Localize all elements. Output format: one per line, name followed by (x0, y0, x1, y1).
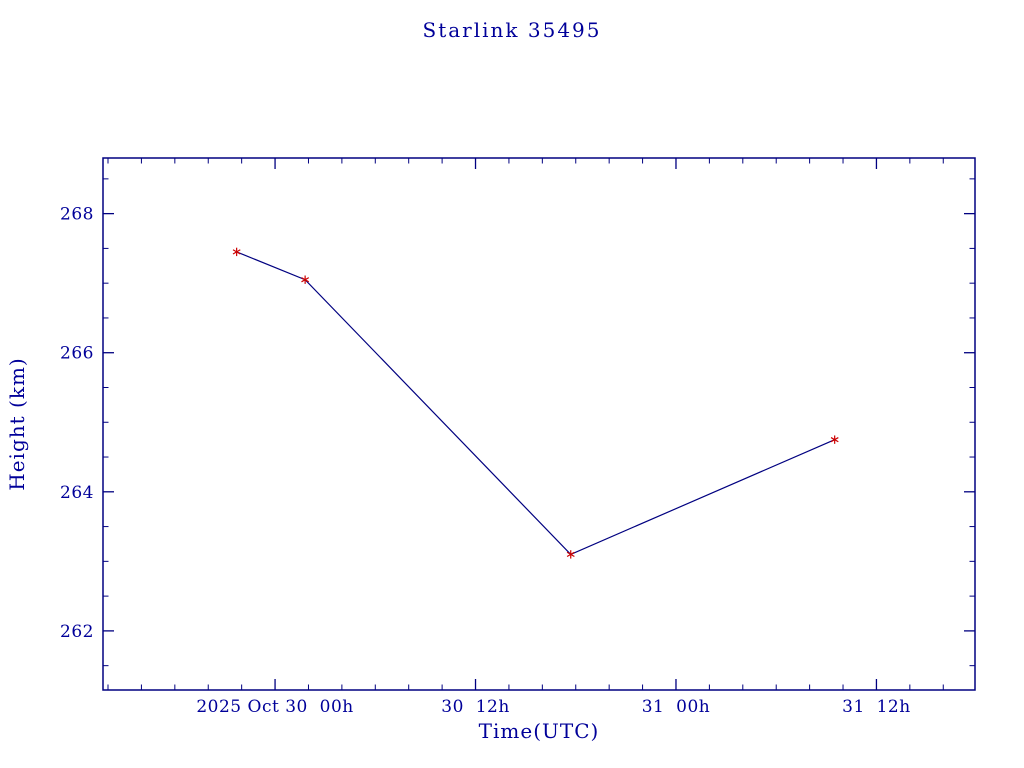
data-point-marker (830, 437, 839, 443)
chart-title: Starlink 35495 (422, 18, 602, 42)
data-point-marker (232, 249, 241, 255)
x-tick-label: 31 00h (642, 697, 711, 717)
y-tick-label: 264 (60, 483, 94, 503)
y-tick-label: 266 (60, 344, 94, 364)
data-point-marker (301, 277, 310, 283)
x-tick-label: 30 12h (441, 697, 510, 717)
y-tick-label: 268 (60, 205, 94, 225)
height-line (236, 251, 835, 556)
y-tick-label: 262 (60, 622, 94, 642)
data-point-marker (566, 551, 575, 558)
x-tick-label: 31 12h (842, 697, 911, 717)
x-tick-label: 2025 Oct 30 00h (196, 697, 353, 717)
x-axis-label: Time(UTC) (478, 719, 600, 743)
axis-frame (102, 157, 976, 691)
